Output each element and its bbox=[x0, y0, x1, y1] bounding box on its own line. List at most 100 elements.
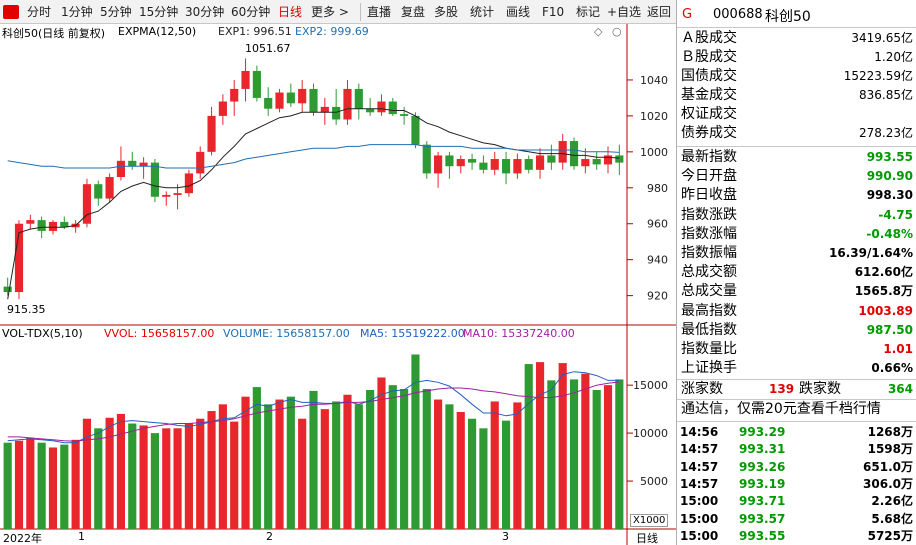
expma-label[interactable]: EXPMA(12,50) bbox=[118, 25, 197, 38]
volume-bar bbox=[150, 433, 159, 529]
tab-60min[interactable]: 60分钟 bbox=[231, 5, 271, 19]
promo-link[interactable]: 通达信，仅需20元查看千档行情 bbox=[677, 401, 916, 418]
volume-bar bbox=[479, 428, 488, 529]
candle[interactable] bbox=[162, 191, 171, 206]
candle[interactable] bbox=[501, 151, 511, 185]
volume-bar bbox=[535, 362, 545, 529]
candle[interactable] bbox=[468, 153, 477, 170]
candle[interactable] bbox=[173, 184, 182, 210]
candle[interactable] bbox=[286, 83, 295, 107]
xaxis-month-1: 1 bbox=[78, 530, 85, 543]
candle[interactable] bbox=[298, 79, 307, 113]
candle[interactable] bbox=[264, 87, 273, 116]
candle[interactable] bbox=[94, 180, 103, 206]
candle[interactable] bbox=[581, 148, 590, 174]
candle[interactable] bbox=[615, 144, 624, 176]
candle[interactable] bbox=[479, 155, 488, 174]
candle[interactable] bbox=[218, 94, 227, 125]
volume-bar bbox=[275, 399, 284, 529]
candle[interactable] bbox=[490, 151, 499, 176]
draw-line-button[interactable]: 画线 bbox=[506, 5, 531, 19]
candle[interactable] bbox=[116, 146, 126, 181]
tab-30min[interactable]: 30分钟 bbox=[185, 5, 225, 19]
volume-bar bbox=[241, 396, 250, 529]
candle[interactable] bbox=[558, 133, 567, 170]
period-indicator[interactable]: 日线 bbox=[636, 532, 658, 545]
candle[interactable] bbox=[388, 97, 397, 116]
candle[interactable] bbox=[377, 94, 386, 116]
candle[interactable] bbox=[252, 65, 261, 102]
index-stat-row: 指数涨跌 -4.75 bbox=[677, 207, 916, 224]
candle[interactable] bbox=[196, 146, 205, 179]
multi-stock-button[interactable]: 多股 bbox=[434, 5, 459, 19]
down-count-label: 跌家数 bbox=[799, 381, 841, 397]
close-icon[interactable]: ○ bbox=[612, 25, 622, 38]
candle[interactable] bbox=[524, 155, 533, 174]
candle[interactable] bbox=[150, 159, 159, 203]
candle[interactable] bbox=[128, 151, 137, 170]
candle-body bbox=[332, 106, 341, 120]
index-stat-row: 指数振幅 16.39/1.64% bbox=[677, 245, 916, 262]
candle[interactable] bbox=[139, 157, 148, 179]
candle[interactable] bbox=[603, 146, 613, 174]
candle[interactable] bbox=[456, 155, 465, 174]
volume-bar bbox=[230, 421, 239, 529]
settings-diamond-icon[interactable]: ◇ bbox=[594, 25, 603, 38]
statistics-button[interactable]: 统计 bbox=[470, 5, 495, 19]
candle[interactable] bbox=[241, 58, 250, 102]
candle[interactable] bbox=[332, 88, 341, 125]
candle[interactable] bbox=[411, 112, 420, 149]
vol-indicator-label[interactable]: VOL-TDX(5,10) bbox=[2, 327, 83, 340]
candle[interactable] bbox=[320, 97, 329, 125]
tab-timeshare[interactable]: 分时 bbox=[27, 5, 52, 19]
more-menu-button[interactable]: 更多 > bbox=[311, 5, 349, 19]
f10-button[interactable]: F10 bbox=[542, 5, 565, 19]
candle[interactable] bbox=[445, 151, 454, 179]
index-stat-value: 990.90 bbox=[866, 169, 913, 184]
tab-daily[interactable]: 日线 bbox=[278, 5, 303, 19]
max-price-label: 1051.67 bbox=[245, 42, 291, 55]
candle[interactable] bbox=[3, 277, 12, 296]
candle[interactable] bbox=[513, 153, 522, 179]
candle[interactable] bbox=[309, 83, 318, 116]
replay-button[interactable]: 复盘 bbox=[401, 5, 426, 19]
toolbar-divider bbox=[360, 3, 361, 21]
candle-body bbox=[82, 184, 92, 224]
volume-bar bbox=[71, 439, 80, 529]
promo-text[interactable]: 通达信，仅需20元查看千档行情 bbox=[681, 401, 881, 417]
volume-bar bbox=[422, 388, 431, 529]
kline-chart[interactable]: 1040 1020 1000 980 960 940 920 15000 10000 5000 bbox=[0, 24, 676, 545]
back-button[interactable]: 返回 bbox=[647, 5, 672, 19]
volume-bar bbox=[569, 379, 579, 529]
candle[interactable] bbox=[400, 106, 409, 125]
mark-button[interactable]: 标记 bbox=[576, 5, 601, 19]
index-stat-value: 998.30 bbox=[866, 188, 913, 203]
tab-5min[interactable]: 5分钟 bbox=[100, 5, 132, 19]
tab-1min[interactable]: 1分钟 bbox=[61, 5, 93, 19]
tick-row: 14:57 993.26 651.0万 bbox=[677, 458, 916, 476]
add-favorite-button[interactable]: +自选 bbox=[607, 5, 642, 19]
candle[interactable] bbox=[275, 88, 284, 113]
candle[interactable] bbox=[230, 79, 239, 116]
candle[interactable] bbox=[184, 169, 193, 197]
candle[interactable] bbox=[354, 83, 363, 120]
candle[interactable] bbox=[343, 79, 352, 125]
candle-body bbox=[116, 160, 126, 177]
candle[interactable] bbox=[569, 137, 579, 170]
candle[interactable] bbox=[422, 141, 431, 179]
candle[interactable] bbox=[207, 106, 216, 156]
index-stat-label: 指数涨幅 bbox=[681, 225, 737, 242]
candle[interactable] bbox=[434, 151, 443, 188]
candle[interactable] bbox=[547, 144, 556, 170]
candle[interactable] bbox=[592, 151, 601, 170]
tab-15min[interactable]: 15分钟 bbox=[139, 5, 179, 19]
candle[interactable] bbox=[26, 214, 35, 230]
candle[interactable] bbox=[82, 178, 92, 228]
candle[interactable] bbox=[105, 173, 114, 203]
candle[interactable] bbox=[366, 97, 375, 116]
index-stat-row: 最高指数 1003.89 bbox=[677, 303, 916, 320]
turnover-row: 基金成交 836.85亿 bbox=[677, 87, 916, 104]
live-button[interactable]: 直播 bbox=[367, 5, 392, 19]
xaxis-month-2: 2 bbox=[266, 530, 273, 543]
